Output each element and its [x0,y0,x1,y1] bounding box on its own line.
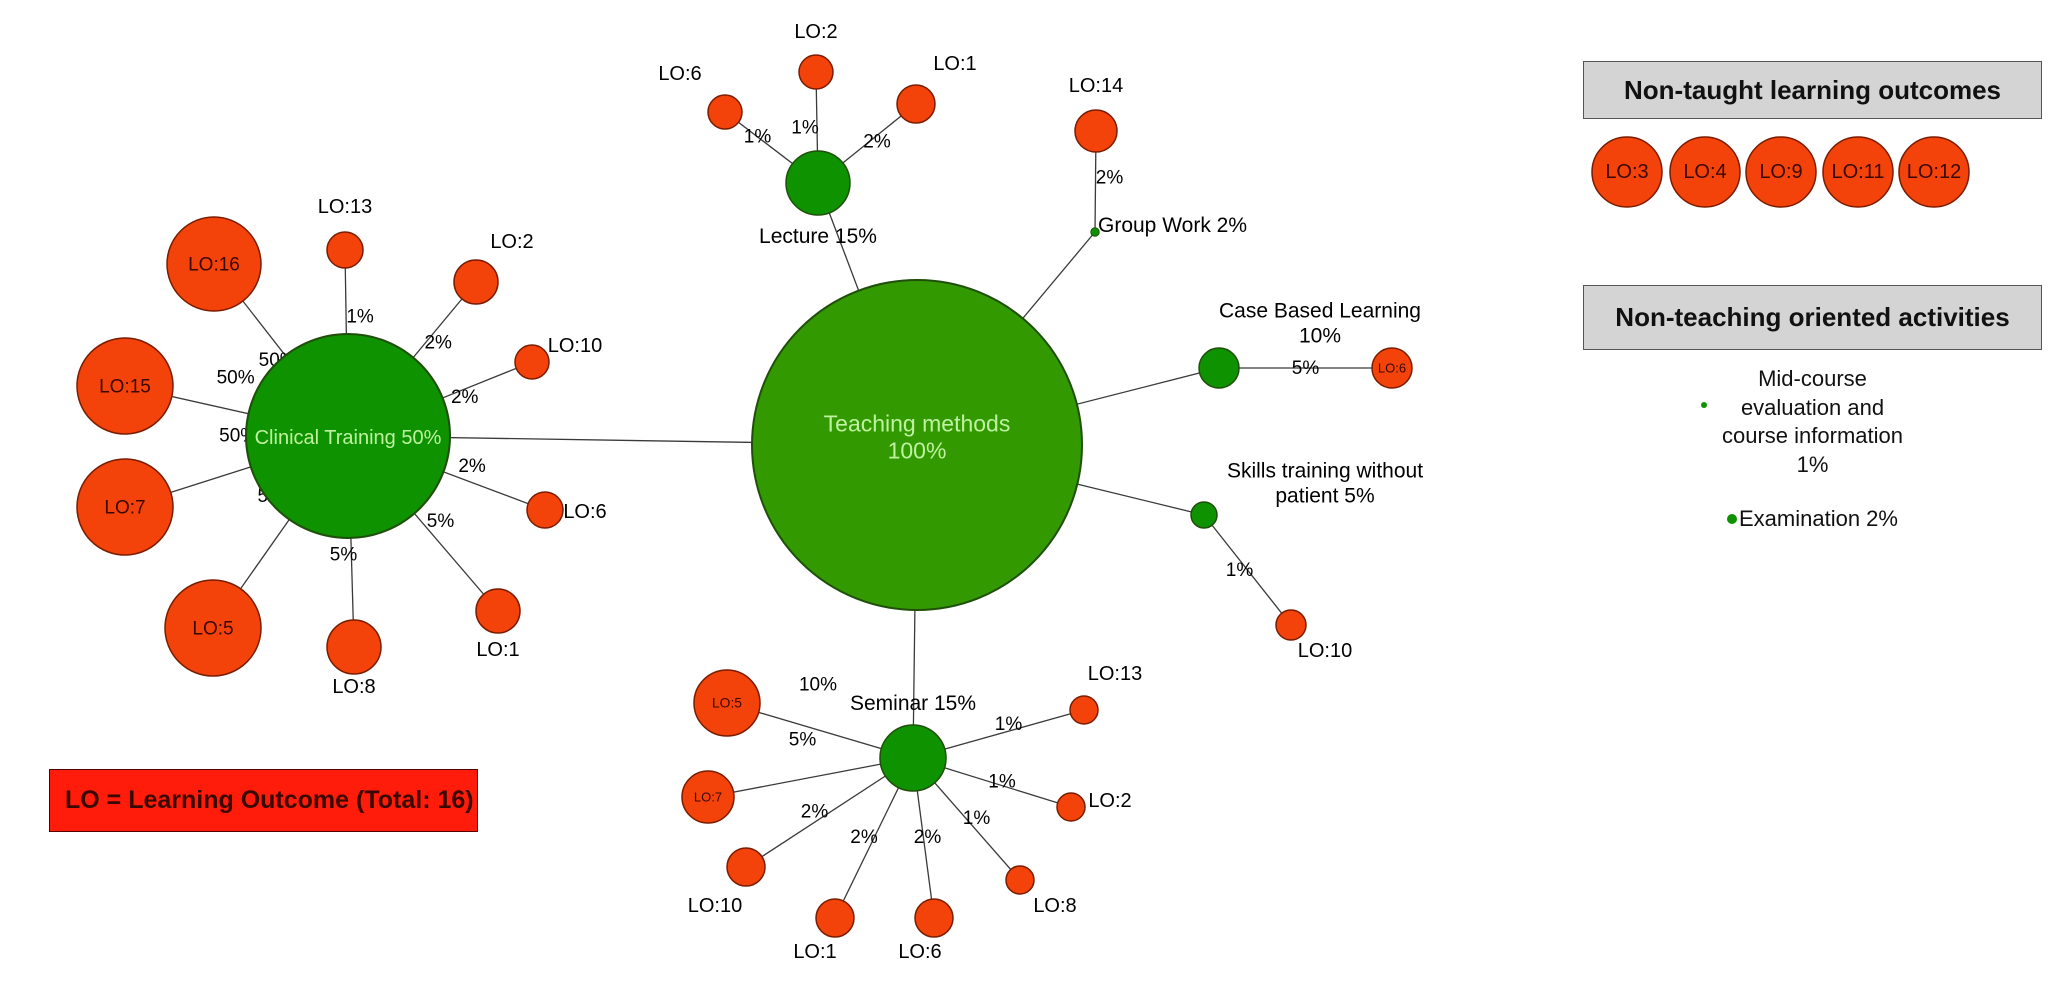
svg-text:Lecture 15%: Lecture 15% [759,225,877,248]
svg-text:LO:6: LO:6 [563,501,606,523]
svg-text:50%: 50% [217,368,255,389]
svg-text:LO:6: LO:6 [898,941,941,963]
svg-text:100%: 100% [888,438,947,464]
svg-text:2%: 2% [863,132,891,153]
svg-text:LO:10: LO:10 [548,335,602,357]
svg-text:2%: 2% [451,387,479,408]
svg-text:5%: 5% [1292,358,1320,379]
svg-text:2%: 2% [1096,168,1124,189]
svg-text:LO:16: LO:16 [188,254,240,275]
svg-text:LO:10: LO:10 [688,895,742,917]
svg-text:LO:10: LO:10 [1298,640,1352,662]
svg-text:LO:5: LO:5 [192,618,233,639]
svg-text:2%: 2% [850,827,878,848]
svg-text:1%: 1% [1226,560,1254,581]
svg-text:LO:8: LO:8 [1033,895,1076,917]
svg-text:LO:14: LO:14 [1069,75,1123,97]
svg-text:Skills training without: Skills training without [1227,460,1423,483]
svg-text:2%: 2% [914,827,942,848]
svg-text:Clinical Training 50%: Clinical Training 50% [255,427,442,449]
svg-text:Seminar 15%: Seminar 15% [850,692,976,715]
svg-text:1%: 1% [963,808,991,829]
svg-text:LO:1: LO:1 [933,53,976,75]
svg-text:1%: 1% [346,307,374,328]
svg-text:1%: 1% [791,118,819,139]
svg-text:5%: 5% [789,730,817,751]
svg-text:Case Based Learning: Case Based Learning [1219,300,1421,323]
svg-text:2%: 2% [458,456,486,477]
svg-text:LO:7: LO:7 [104,497,145,518]
svg-text:LO:2: LO:2 [1088,790,1131,812]
svg-text:Teaching methods: Teaching methods [824,410,1011,436]
svg-text:LO:13: LO:13 [318,196,372,218]
svg-text:LO:1: LO:1 [476,639,519,661]
svg-text:LO:2: LO:2 [794,21,837,43]
svg-text:LO:13: LO:13 [1088,663,1142,685]
svg-text:1%: 1% [988,772,1016,793]
svg-text:LO:15: LO:15 [99,376,151,397]
svg-text:10%: 10% [1299,324,1341,347]
svg-text:5%: 5% [330,544,358,565]
svg-text:LO:6: LO:6 [1378,360,1406,375]
svg-text:LO:5: LO:5 [712,695,742,711]
svg-text:patient 5%: patient 5% [1275,484,1374,507]
svg-text:LO:2: LO:2 [490,231,533,253]
svg-text:Group Work 2%: Group Work 2% [1098,214,1247,237]
svg-text:1%: 1% [995,714,1023,735]
svg-text:2%: 2% [424,333,452,354]
svg-text:5%: 5% [427,511,455,532]
svg-text:LO:8: LO:8 [332,676,375,698]
svg-text:LO:6: LO:6 [658,63,701,85]
svg-text:10%: 10% [799,675,837,696]
svg-text:LO:1: LO:1 [793,941,836,963]
svg-text:LO:7: LO:7 [694,789,722,804]
svg-text:2%: 2% [801,802,829,823]
svg-text:1%: 1% [744,127,772,148]
